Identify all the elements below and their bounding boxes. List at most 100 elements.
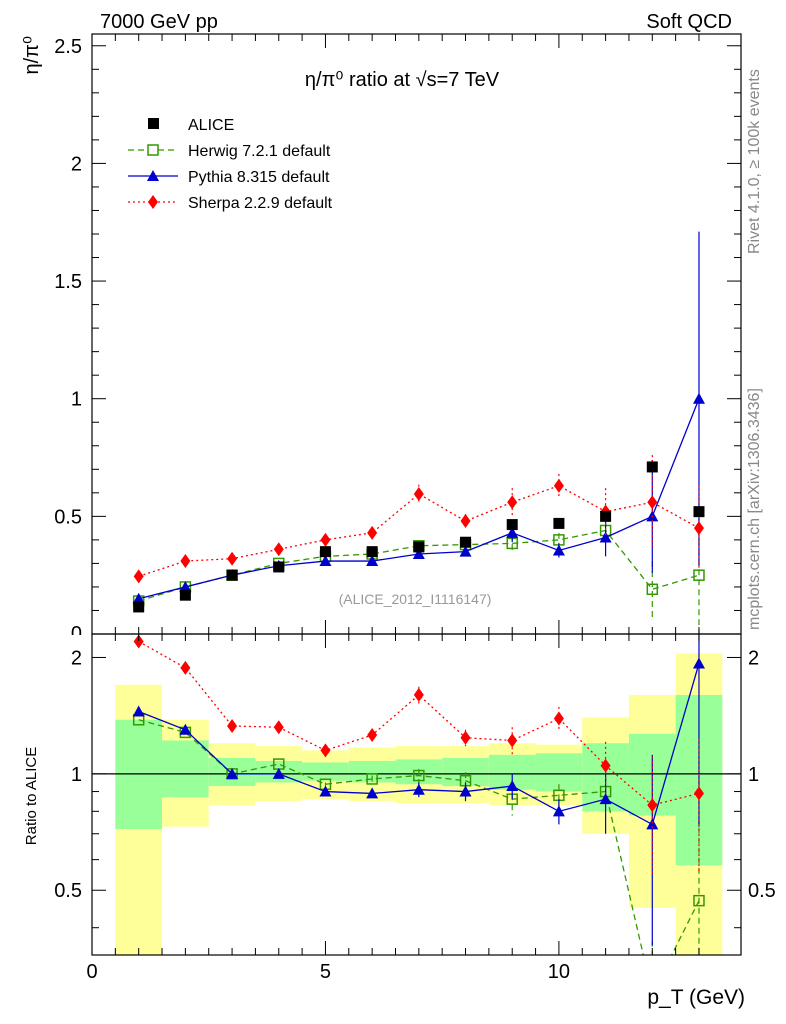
legend: ALICE Herwig 7.2.1 default Pythia 8.315 … [128, 117, 333, 212]
legend-alice-label: ALICE [188, 117, 234, 134]
pythia-point-10 [552, 544, 565, 556]
y-axis-label: η/π⁰ [21, 36, 43, 75]
sherpa-point-13 [693, 521, 704, 536]
pythia-ratio-point-12 [646, 818, 659, 830]
pythia-ratio-point-5 [319, 785, 332, 797]
x-axis-label: p_T (GeV) [647, 986, 745, 1009]
pythia-point-5 [319, 555, 332, 567]
header-right: Soft QCD [646, 11, 732, 33]
mcplots-reference-label: mcplots.cern.ch [arXiv:1306.3436] [746, 388, 763, 630]
herwig-ratio-point-13 [693, 894, 705, 907]
sherpa-point-7 [413, 487, 424, 501]
upper-y-tick-label-0: 0 [71, 623, 82, 645]
alice-point-11 [600, 510, 612, 522]
pythia-ratio-point-9 [506, 780, 519, 792]
alice-point-8 [460, 536, 472, 548]
herwig-ratio-point-7 [413, 769, 425, 782]
alice-point-12 [646, 461, 658, 473]
analysis-tag: (ALICE_2012_I1116147) [339, 591, 492, 607]
plot-frames [91, 33, 742, 956]
alice-point-9 [506, 519, 518, 531]
alice-point-10 [553, 517, 565, 529]
upper-y-tick-label-0.5: 0.5 [54, 506, 82, 528]
sherpa-ratio-point-1 [133, 634, 144, 649]
alice-point-1 [133, 601, 145, 613]
sherpa-point-8 [460, 514, 471, 529]
x-tick-label-0: 0 [86, 961, 97, 983]
band-inner-5 [302, 762, 349, 781]
pythia-point-8 [459, 545, 472, 557]
sherpa-point-5 [320, 532, 331, 547]
legend-herwig-marker [147, 144, 159, 156]
series-layer [132, 231, 705, 955]
sherpa-ratio-point-10 [553, 711, 564, 726]
sherpa-ratio-point-6 [367, 728, 378, 743]
pythia-ratio-point-6 [366, 787, 379, 799]
band-inner-6 [348, 760, 396, 783]
upper-y-tick-label-1: 1 [71, 389, 82, 411]
legend-entry-herwig: Herwig 7.2.1 default [128, 143, 331, 160]
legend-pythia-marker [147, 170, 159, 181]
ratio-y-tick-label-2: 2 [71, 647, 82, 669]
pythia-ratio-point-8 [459, 785, 472, 797]
sherpa-point-3 [227, 551, 238, 566]
legend-pythia-label: Pythia 8.315 default [188, 169, 330, 186]
sherpa-point-9 [507, 495, 518, 510]
pythia-ratio-point-11 [599, 793, 612, 805]
herwig-ratio-point-6 [366, 773, 378, 785]
sherpa-ratio-point-3 [227, 718, 238, 733]
upper-y-tick-label-1.5: 1.5 [54, 271, 82, 293]
ratio-y-tick-label-1: 1 [71, 764, 82, 786]
pythia-ratio-point-3 [226, 767, 239, 779]
pythia-point-9 [506, 526, 519, 538]
ratio-plot-frame [91, 633, 742, 956]
sherpa-ratio-point-13 [693, 786, 704, 801]
sherpa-ratio-point-11 [600, 758, 611, 773]
sherpa-ratio-point-7 [413, 687, 424, 702]
pythia-ratio-point-4 [272, 767, 285, 779]
alice-point-4 [273, 561, 285, 573]
sherpa-point-10 [553, 478, 564, 493]
alice-point-3 [226, 569, 238, 581]
chart-title: η/π⁰ ratio at √s=7 TeV [305, 69, 500, 91]
band-inner-2 [162, 740, 209, 798]
sherpa-ratio-point-2 [180, 660, 191, 675]
sherpa-ratio-point-5 [320, 743, 331, 758]
ratio-y-tick-label-right-1: 1 [748, 764, 759, 786]
legend-entry-pythia: Pythia 8.315 default [128, 169, 330, 186]
ratio-y-tick-label-0.5: 0.5 [54, 880, 82, 902]
alice-point-7 [413, 541, 425, 553]
herwig-point-13 [693, 569, 705, 581]
pythia-ratio-point-7 [412, 783, 425, 795]
sherpa-point-2 [180, 554, 191, 569]
series-pythia [132, 231, 705, 946]
pythia-point-7 [412, 548, 425, 559]
alice-data-points [133, 461, 705, 613]
header-left: 7000 GeV pp [100, 11, 218, 33]
legend-sherpa-marker [148, 195, 158, 209]
sherpa-ratio-point-8 [460, 730, 471, 745]
sherpa-ratio-point-12 [647, 798, 658, 813]
legend-alice-marker [148, 118, 159, 129]
sherpa-ratio-point-9 [507, 733, 518, 748]
x-tick-label-10: 10 [548, 961, 570, 983]
sherpa-ratio-point-4 [273, 720, 284, 735]
upper-y-tick-label-2.5: 2.5 [54, 36, 82, 58]
sherpa-point-4 [273, 542, 284, 557]
pythia-point-13 [692, 392, 705, 404]
pythia-ratio-point-2 [179, 723, 192, 735]
legend-entry-alice: ALICE [148, 117, 234, 134]
sherpa-point-12 [647, 495, 658, 510]
alice-point-13 [693, 506, 705, 518]
axis-ticks: 0 5 10 0.5 1 1.5 2 2.5 0 0.5 0.5 1 1 2 2 [54, 34, 776, 983]
alice-point-2 [179, 589, 191, 601]
pythia-ratio-point-1 [132, 705, 145, 717]
legend-herwig-label: Herwig 7.2.1 default [188, 143, 331, 160]
alice-point-6 [366, 546, 378, 558]
pythia-ratio-point-10 [552, 805, 565, 817]
alice-point-5 [319, 546, 331, 558]
upper-y-zero-mask [60, 635, 90, 649]
sherpa-point-6 [367, 525, 378, 540]
herwig-point-12 [646, 583, 659, 596]
